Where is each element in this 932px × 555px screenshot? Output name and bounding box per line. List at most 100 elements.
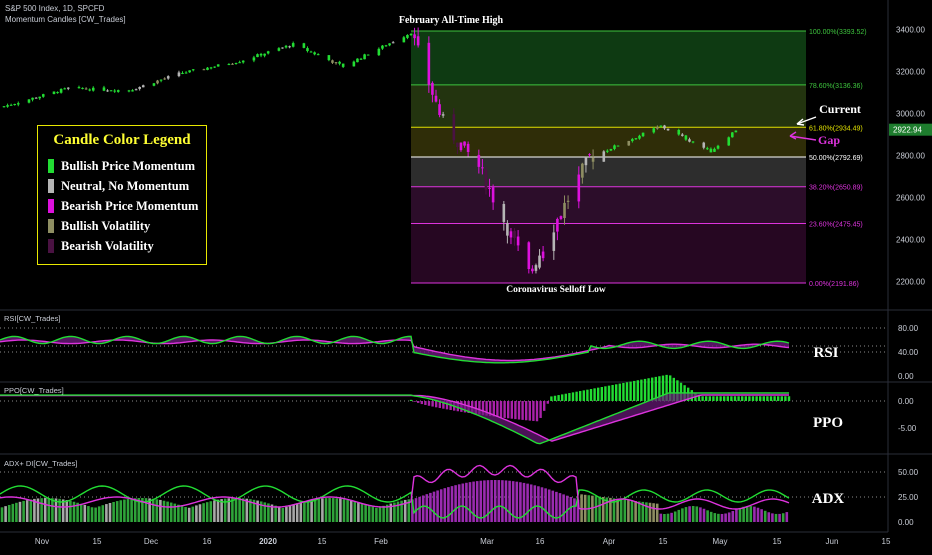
adx-histogram-bar xyxy=(112,501,115,522)
ppo-histogram-bar xyxy=(665,374,668,401)
adx-histogram-bar xyxy=(227,498,231,522)
candle-body xyxy=(266,51,270,54)
adx-histogram-bar xyxy=(519,482,522,522)
ppo-histogram-bar xyxy=(759,396,762,401)
ppo-histogram-bar xyxy=(604,386,607,401)
ppo-histogram-bar xyxy=(478,401,481,415)
candle-body xyxy=(441,114,445,116)
candle-body xyxy=(541,251,545,259)
candle-body xyxy=(359,58,363,60)
fib-label: 38.20%(2650.89) xyxy=(809,185,863,192)
adx-histogram-bar xyxy=(15,502,18,522)
candle-body xyxy=(616,145,620,147)
legend-item: Bullish Volatility xyxy=(48,218,150,234)
candle-body xyxy=(631,139,634,142)
adx-histogram-bar xyxy=(573,498,576,522)
ppo-histogram-bar xyxy=(514,401,517,420)
adx-histogram-bar xyxy=(544,488,547,522)
candle-body xyxy=(252,57,256,61)
ppo-histogram-bar xyxy=(575,391,578,401)
ppo-histogram-bar xyxy=(622,382,625,401)
adx-histogram-bar xyxy=(191,506,195,522)
candle-body xyxy=(691,141,695,143)
adx-histogram-bar xyxy=(51,498,54,522)
ppo-histogram-bar xyxy=(543,401,546,411)
adx-histogram-bar xyxy=(65,500,69,522)
ppo-histogram-bar xyxy=(643,378,647,401)
adx-histogram-bar xyxy=(310,499,313,522)
candle-body xyxy=(138,87,141,89)
ppo-histogram-bar xyxy=(539,401,542,418)
adx-histogram-bar xyxy=(645,502,648,522)
candle-body xyxy=(34,97,38,99)
adx-histogram-bar xyxy=(378,506,382,522)
adx-histogram-bar xyxy=(713,513,717,522)
legend-title: Candle Color Legend xyxy=(53,132,191,148)
x-tick-label: 15 xyxy=(659,537,668,546)
ppo-histogram-bar xyxy=(586,389,589,401)
ppo-histogram-bar xyxy=(409,399,413,401)
ppo-histogram-bar xyxy=(492,401,495,417)
candle-body xyxy=(463,141,466,146)
grid-layer xyxy=(0,0,932,533)
candle-body xyxy=(727,137,731,146)
adx-histogram-bar xyxy=(367,505,371,522)
candle-body xyxy=(488,187,491,189)
annotation-gap: Gap xyxy=(818,133,840,147)
ppo-histogram-bar xyxy=(481,401,485,416)
adx-histogram-bar xyxy=(159,499,162,522)
adx-histogram-bar xyxy=(162,500,166,522)
price-tick-label: 2400.00 xyxy=(896,235,925,244)
candle-body xyxy=(191,69,195,71)
candle-body xyxy=(434,95,438,102)
ppo-tick-label: 0.00 xyxy=(898,397,914,406)
candle-body xyxy=(152,83,156,86)
adx-histogram-bar xyxy=(742,506,745,522)
adx-histogram-bar xyxy=(652,503,655,522)
ppo-histogram-bar xyxy=(615,384,618,401)
adx-histogram-bar xyxy=(706,510,709,522)
ppo-histogram-bar xyxy=(582,390,585,401)
adx-histogram-bar xyxy=(472,481,475,522)
adx-histogram-bar xyxy=(295,503,299,522)
adx-histogram-bar xyxy=(288,505,292,522)
ppo-histogram-bar xyxy=(553,395,557,401)
candle-body xyxy=(577,174,581,202)
last-price-tag xyxy=(889,123,932,136)
candle-body xyxy=(231,63,234,65)
legend-swatch xyxy=(48,159,54,173)
ppo-histogram-bar xyxy=(510,401,513,419)
ppo-histogram-bar xyxy=(435,401,438,408)
adx-histogram-bar xyxy=(180,505,184,522)
ppo-histogram-bar xyxy=(499,401,503,418)
candle-body xyxy=(334,62,338,64)
ppo-histogram-bar xyxy=(550,396,553,401)
adx-histogram-bar xyxy=(760,509,763,522)
ppo-histogram-bar xyxy=(597,387,600,401)
candle-body xyxy=(206,67,209,70)
adx-histogram-bar xyxy=(303,501,306,522)
fib-label: 78.60%(3136.36) xyxy=(809,83,863,90)
rsi-line xyxy=(0,335,790,364)
candle-body xyxy=(127,90,131,92)
adx-histogram-bar xyxy=(670,512,673,522)
indicator-header: Momentum Candles [CW_Trades] xyxy=(5,15,126,24)
candle-body xyxy=(538,255,541,268)
adx-panel-header: ADX+ DI[CW_Trades] xyxy=(4,459,77,468)
adx-histogram-bar xyxy=(324,498,328,522)
adx-histogram-bar xyxy=(702,508,706,522)
ppo-histogram-bar xyxy=(773,396,776,401)
adx-histogram-bar xyxy=(396,501,400,522)
adx-histogram-bar xyxy=(360,503,364,522)
adx-histogram-bar xyxy=(630,500,634,522)
candle-body xyxy=(584,156,588,166)
x-tick-label: 15 xyxy=(773,537,782,546)
candle-body xyxy=(259,53,263,56)
candle-body xyxy=(202,69,206,71)
adx-histogram-bar xyxy=(540,487,544,522)
adx-histogram-bar xyxy=(202,503,205,522)
candle-body xyxy=(277,48,281,51)
candle-body xyxy=(688,139,691,142)
adx-histogram-bar xyxy=(522,482,526,522)
